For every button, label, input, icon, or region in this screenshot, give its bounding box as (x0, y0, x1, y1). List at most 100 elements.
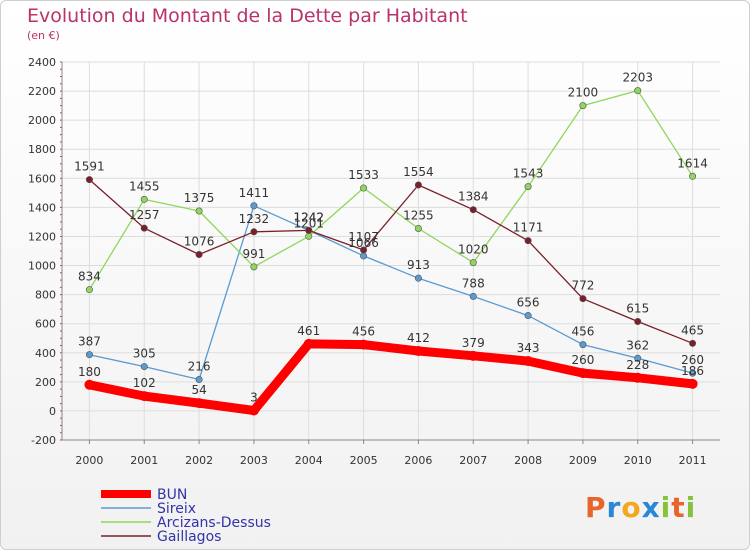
y-tick-label: 0 (49, 405, 56, 418)
data-point (248, 405, 259, 416)
data-point (85, 351, 93, 359)
data-label: 260 (571, 353, 594, 367)
data-point (140, 224, 148, 232)
series-line-sireix (89, 205, 693, 381)
legend-label: Gaillagos (157, 529, 221, 545)
data-point (84, 379, 95, 390)
x-tick-label: 2001 (130, 454, 158, 467)
data-label: 1242 (293, 210, 324, 224)
series-group (84, 87, 698, 416)
data-label: 1411 (239, 186, 270, 200)
data-point (358, 339, 369, 350)
x-tick-label: 2007 (459, 454, 487, 467)
y-tick-label: 2000 (28, 114, 56, 127)
x-tick-label: 2008 (514, 454, 542, 467)
data-label: 834 (78, 270, 101, 284)
data-label: 656 (517, 296, 540, 310)
y-tick-label: 2400 (28, 56, 56, 69)
series-line-arcizans-dessus (88, 89, 694, 291)
data-label: 412 (407, 331, 430, 345)
data-label: 362 (626, 338, 649, 352)
data-point (414, 181, 422, 189)
data-point (689, 369, 697, 377)
data-point (687, 378, 698, 389)
data-label: 1066 (348, 236, 379, 250)
y-tick-label: 1200 (28, 230, 56, 243)
x-tick-label: 2009 (569, 454, 597, 467)
legend-label: BUN (157, 487, 187, 503)
x-tick-label: 2003 (240, 454, 268, 467)
data-label: 387 (78, 335, 101, 349)
data-point (85, 176, 93, 184)
data-point (469, 259, 477, 267)
data-point (195, 207, 203, 215)
data-label: 2203 (622, 71, 653, 85)
series-line-bun (88, 339, 694, 415)
data-point (194, 398, 205, 409)
data-point (140, 195, 148, 203)
x-tick-label: 2011 (679, 454, 707, 467)
data-label: 465 (681, 323, 704, 337)
data-point (524, 312, 532, 320)
x-tick-label: 2000 (75, 454, 103, 467)
data-label: 1076 (184, 234, 215, 248)
data-point (577, 368, 588, 379)
data-label: 1375 (184, 191, 215, 205)
y-tick-label: 200 (35, 376, 56, 389)
data-point (414, 274, 422, 282)
data-label: 1242 (293, 210, 324, 224)
data-point (523, 356, 534, 367)
y-tick-label: 1600 (28, 172, 56, 185)
logo-letter: x (641, 491, 661, 524)
logo-letter: t (671, 491, 686, 524)
y-tick-label: -200 (31, 434, 56, 447)
data-point (634, 87, 642, 95)
data-label: 305 (133, 347, 156, 361)
data-label: 1255 (403, 208, 434, 222)
proxiti-logo: Proxiti (585, 491, 696, 524)
data-label: 343 (517, 341, 540, 355)
data-point (579, 295, 587, 303)
x-tick-label: 2006 (404, 454, 432, 467)
y-tick-label: 1800 (28, 143, 56, 156)
data-point (414, 224, 422, 232)
data-label: 1614 (677, 156, 708, 170)
data-label: 456 (352, 325, 375, 339)
logo-letter: P (585, 491, 607, 524)
data-point (689, 172, 697, 180)
grid (62, 61, 720, 441)
data-point (85, 286, 93, 294)
data-point (632, 372, 643, 383)
logo-letter: i (685, 491, 697, 524)
data-label: 1455 (129, 179, 160, 193)
data-point (250, 228, 258, 236)
data-label: 1171 (513, 221, 544, 235)
logo-letter: i (660, 491, 672, 524)
y-tick-label: 1400 (28, 201, 56, 214)
data-label: 461 (297, 324, 320, 338)
y-tick-label: 1000 (28, 260, 56, 273)
data-label: 615 (626, 302, 649, 316)
legend-label: Arcizans-Dessus (157, 515, 271, 531)
data-point (689, 339, 697, 347)
data-label: 260 (681, 353, 704, 367)
series-line-gaillagos (88, 179, 693, 344)
data-point (305, 232, 313, 240)
y-tick-label: 2200 (28, 85, 56, 98)
data-label: 3 (250, 390, 258, 404)
y-tick-label: 600 (35, 318, 56, 331)
data-label: 54 (191, 383, 206, 397)
data-label: 1201 (293, 216, 324, 230)
data-point (413, 346, 424, 357)
data-point (634, 318, 642, 326)
data-label: 1257 (129, 208, 160, 222)
data-label: 788 (462, 276, 485, 290)
data-point (250, 202, 258, 210)
data-point (195, 376, 203, 384)
y-tick-label: 800 (35, 289, 56, 302)
data-label: 772 (571, 279, 594, 293)
data-point (579, 341, 587, 349)
data-label: 216 (188, 360, 211, 374)
x-tick-label: 2005 (350, 454, 378, 467)
